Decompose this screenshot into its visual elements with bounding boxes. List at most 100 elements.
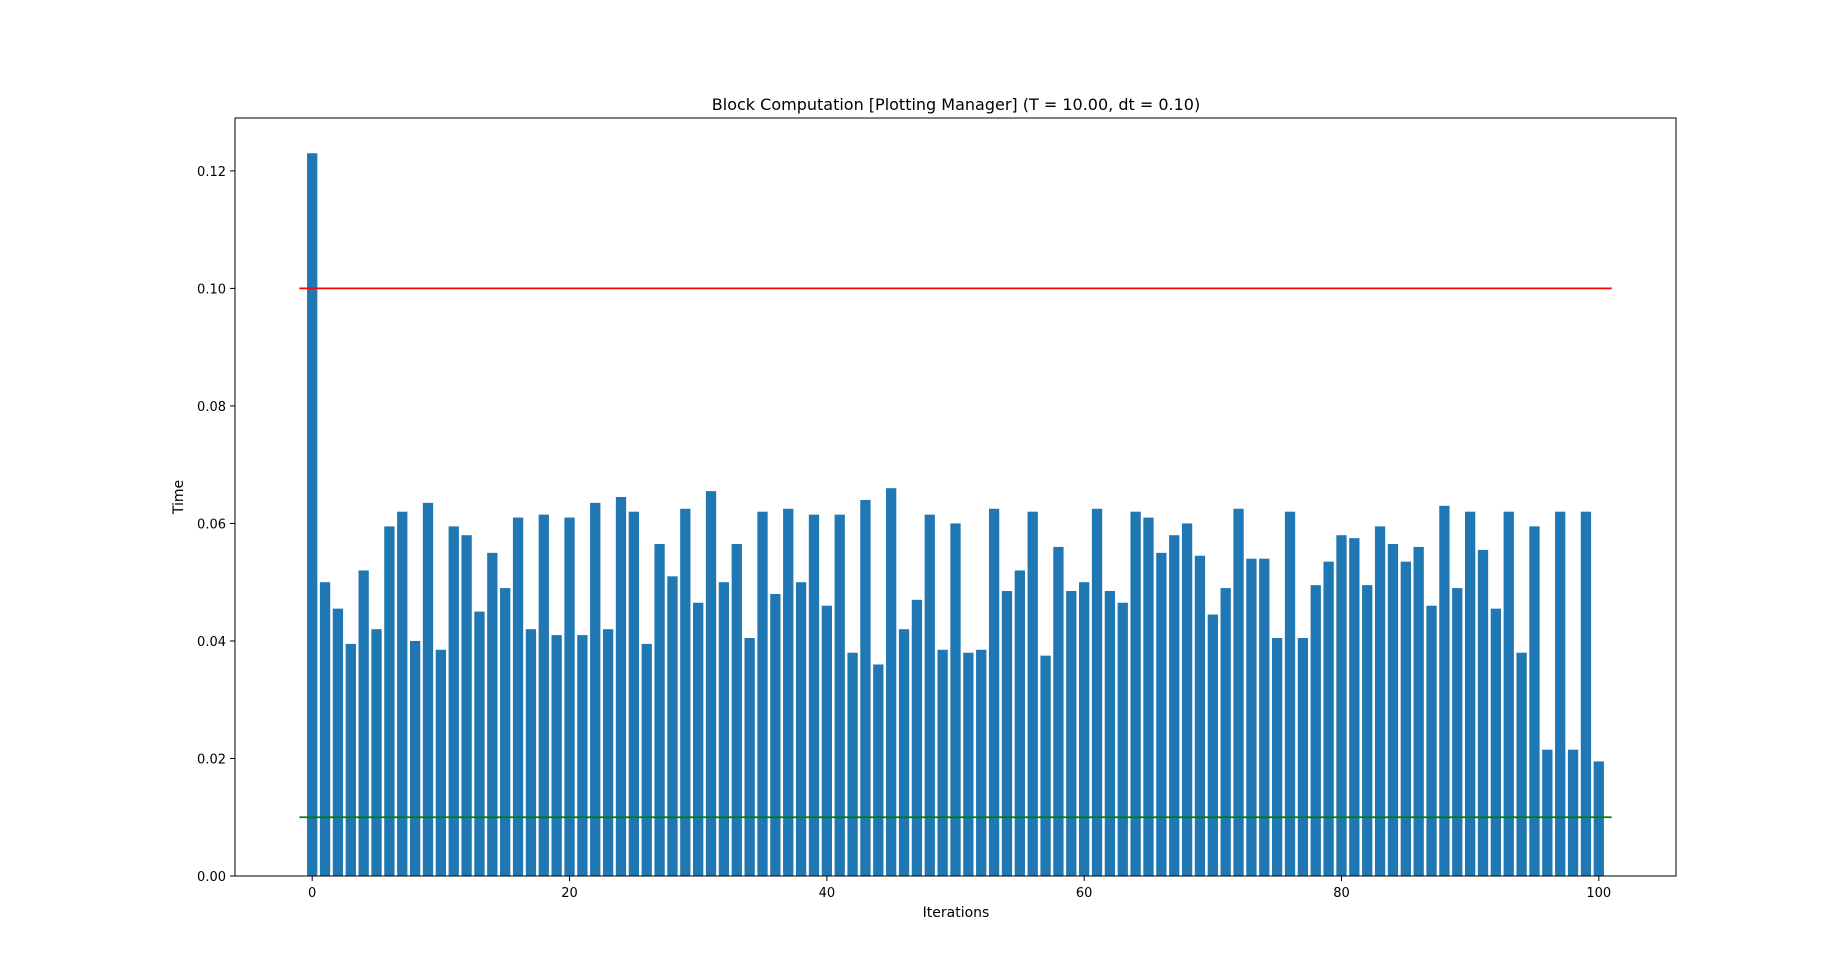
bar <box>1490 608 1502 876</box>
bar <box>1349 538 1360 876</box>
bar <box>448 526 459 876</box>
bar <box>1130 511 1141 876</box>
bar <box>590 502 601 876</box>
bar <box>937 649 948 876</box>
bar <box>1220 588 1231 876</box>
x-tick-label: 60 <box>1076 886 1093 901</box>
bar <box>602 629 614 876</box>
bars-group <box>307 153 1604 877</box>
bar <box>384 526 395 876</box>
bar <box>564 517 575 876</box>
bar <box>319 582 331 876</box>
bar <box>860 499 871 876</box>
bar <box>911 599 923 876</box>
bar <box>1181 523 1193 876</box>
bar <box>1387 544 1399 876</box>
bar <box>422 502 434 876</box>
bar <box>332 608 344 876</box>
x-tick-label: 0 <box>308 886 316 901</box>
bar <box>770 593 781 876</box>
bar <box>538 514 549 876</box>
bar <box>1259 558 1270 876</box>
bar <box>1310 585 1321 876</box>
y-tick-label: 0.04 <box>197 635 226 650</box>
y-axis-label: Time <box>171 480 187 515</box>
bar <box>1297 638 1309 876</box>
bar <box>1503 511 1514 876</box>
bar <box>500 588 511 876</box>
bar <box>628 511 639 876</box>
bar <box>1284 511 1296 876</box>
bar <box>1452 588 1463 876</box>
x-axis-label: Iterations <box>923 905 990 921</box>
bar <box>641 643 652 876</box>
bar <box>1555 511 1566 876</box>
bar <box>397 511 408 876</box>
bar <box>1464 511 1476 876</box>
x-tick-label: 40 <box>819 886 836 901</box>
bar <box>525 629 537 876</box>
y-tick-label: 0.10 <box>197 282 226 297</box>
bar <box>795 582 807 876</box>
bar <box>1156 552 1167 876</box>
bar <box>1053 546 1064 876</box>
bar <box>1516 652 1527 876</box>
y-tick-label: 0.08 <box>197 400 226 415</box>
x-axis-ticks: 0 20 40 60 80 100 <box>308 876 1611 901</box>
bar <box>1040 655 1051 876</box>
bar <box>731 544 742 876</box>
x-tick-label: 20 <box>561 886 578 901</box>
bar <box>667 576 678 876</box>
bar <box>847 652 858 876</box>
bar <box>1529 526 1540 876</box>
bar <box>1194 555 1206 876</box>
bar <box>1336 535 1347 876</box>
y-tick-label: 0.12 <box>197 165 226 180</box>
bar <box>1580 511 1592 876</box>
bar <box>1091 508 1103 876</box>
bar <box>1066 591 1077 876</box>
bar <box>680 508 691 876</box>
bar <box>886 488 897 876</box>
bar <box>924 514 935 876</box>
bar <box>1477 549 1489 876</box>
bar <box>1117 602 1128 876</box>
bar <box>1439 505 1450 876</box>
bar <box>435 649 447 876</box>
bar <box>1593 761 1604 876</box>
y-tick-label: 0.00 <box>197 870 226 885</box>
bar <box>1169 535 1180 876</box>
bar <box>409 640 421 876</box>
y-tick-label: 0.06 <box>197 517 226 532</box>
bar <box>693 602 704 876</box>
bar <box>512 517 524 876</box>
bar <box>1413 546 1424 876</box>
bar <box>1323 561 1334 876</box>
bar <box>744 638 755 876</box>
bar <box>718 582 730 876</box>
bar <box>988 508 1000 876</box>
bar <box>873 664 884 876</box>
chart-title: Block Computation [Plotting Manager] (T … <box>712 95 1200 114</box>
bar <box>1374 526 1386 876</box>
bar <box>808 514 820 876</box>
y-axis-ticks: 0.00 0.02 0.04 0.06 0.08 0.10 0.12 <box>197 165 235 885</box>
bar <box>654 544 665 876</box>
bar <box>1400 561 1411 876</box>
bar <box>783 508 794 876</box>
bar <box>487 552 498 876</box>
bar <box>976 649 987 876</box>
bar <box>757 511 768 876</box>
bar <box>371 629 382 876</box>
bar <box>821 605 832 876</box>
bar <box>358 570 369 876</box>
bar <box>1426 605 1437 876</box>
bar <box>1246 558 1257 876</box>
bar <box>963 652 974 876</box>
bar <box>307 153 318 877</box>
bar <box>1272 638 1283 876</box>
bar <box>1362 585 1373 876</box>
bar <box>551 635 562 876</box>
bar <box>461 535 472 876</box>
bar <box>705 491 717 876</box>
